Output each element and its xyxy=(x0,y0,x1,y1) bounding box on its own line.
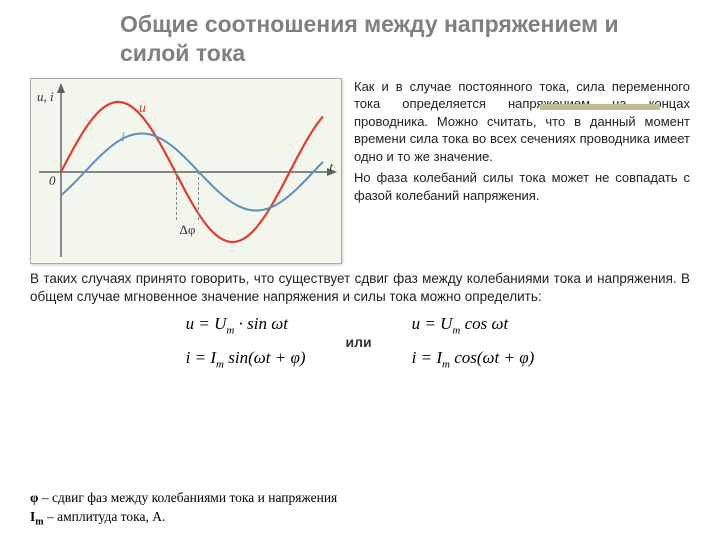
formula-u-sin: u = Um · sin ωt xyxy=(186,314,288,336)
origin-label: 0 xyxy=(49,173,56,189)
content-row: u, i t 0 u i Δφ Как и в случае постоянно… xyxy=(0,72,720,264)
y-axis-label: u, i xyxy=(37,89,54,105)
formula-left-col: u = Um · sin ωt i = Im sin(ωt + φ) xyxy=(186,314,306,371)
formula-row: u = Um · sin ωt i = Im sin(ωt + φ) или u… xyxy=(0,314,720,371)
formula-connector: или xyxy=(346,334,372,350)
legend-im: Im – амплитуда тока, A. xyxy=(30,508,337,530)
legend: φ – сдвиг фаз между колебаниями тока и н… xyxy=(30,489,337,530)
phase-bracket xyxy=(176,172,199,220)
paragraph-3: В таких случаях принято говорить, что су… xyxy=(0,264,720,306)
formula-i-cos: i = Im cos(ωt + φ) xyxy=(412,348,535,370)
title-underline xyxy=(540,104,660,110)
curve-label-u: u xyxy=(139,101,146,117)
formula-right-col: u = Um cos ωt i = Im cos(ωt + φ) xyxy=(412,314,535,371)
paragraph-1: Как и в случае постоянного тока, сила пе… xyxy=(354,78,690,166)
formula-i-sin: i = Im sin(ωt + φ) xyxy=(186,348,306,370)
page-title: Общие соотношения между напряжением и си… xyxy=(0,0,720,72)
phase-shift-label: Δφ xyxy=(180,222,196,238)
x-axis-label: t xyxy=(329,159,333,175)
formula-u-cos: u = Um cos ωt xyxy=(412,314,509,336)
paragraph-2: Но фаза колебаний силы тока может не сов… xyxy=(354,169,690,204)
legend-phi: φ – сдвиг фаз между колебаниями тока и н… xyxy=(30,489,337,508)
curve-label-i: i xyxy=(121,130,125,146)
phase-chart: u, i t 0 u i Δφ xyxy=(30,78,342,264)
